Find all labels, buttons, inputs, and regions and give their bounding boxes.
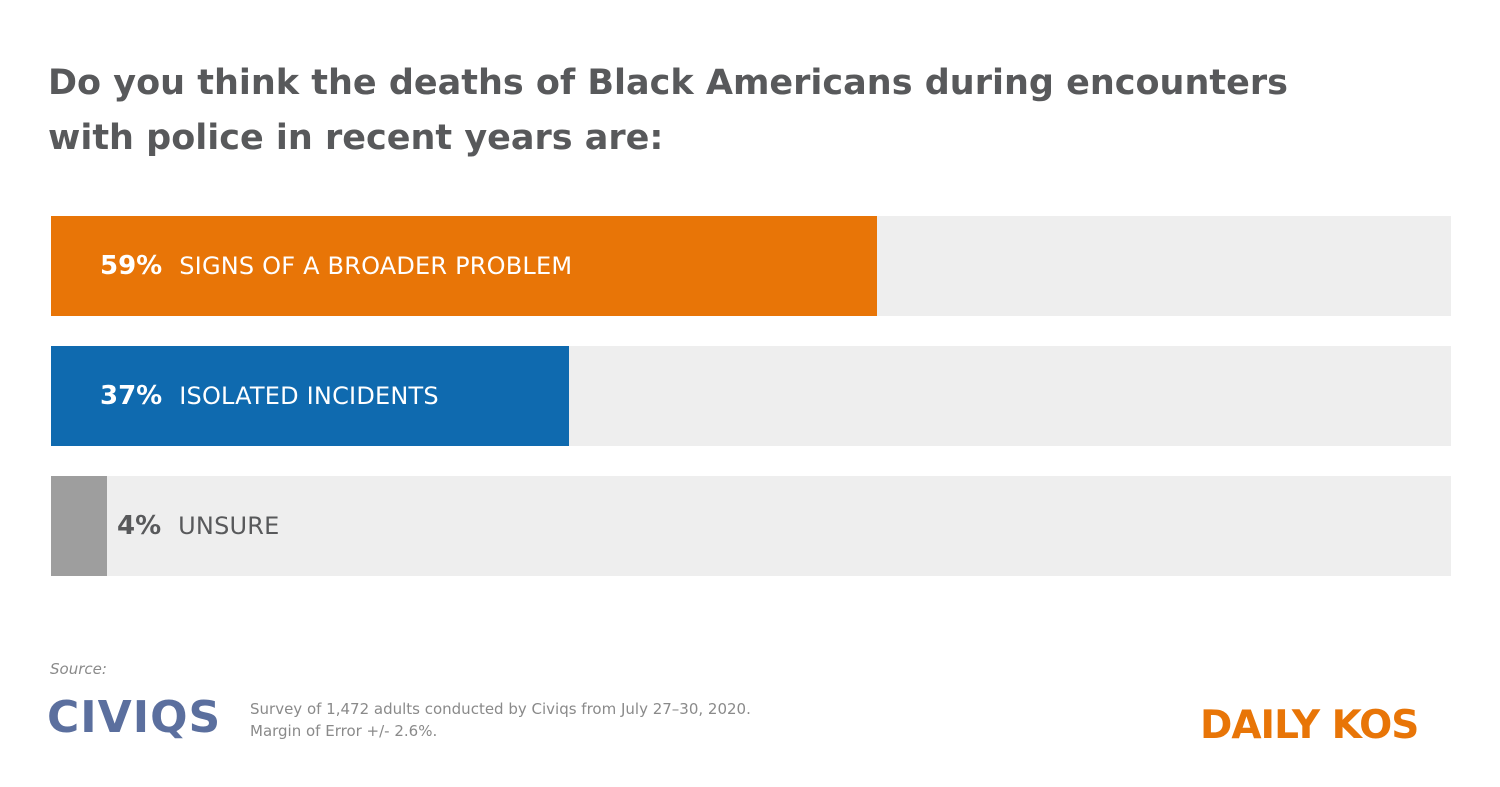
bar-row: 4% UNSURE <box>51 476 1451 576</box>
category-label: UNSURE <box>178 512 280 540</box>
bar <box>51 216 877 316</box>
bar-chart: 59% SIGNS OF A BROADER PROBLEM 37% ISOLATED… <box>51 216 1451 576</box>
value-label: 4% <box>117 511 162 541</box>
category-label: ISOLATED INCIDENTS <box>179 382 439 410</box>
bar-label: 37% ISOLATED INCIDENTS <box>100 346 439 446</box>
bar-row: 59% SIGNS OF A BROADER PROBLEM <box>51 216 1451 316</box>
value-label: 59% <box>100 251 163 281</box>
survey-note: Survey of 1,472 adults conducted by Civi… <box>250 698 751 742</box>
svg-text:CIVIQS: CIVIQS <box>47 692 221 740</box>
source-label: Source: <box>50 660 107 678</box>
bar <box>51 346 569 446</box>
bar <box>51 476 107 576</box>
chart-title: Do you think the deaths of Black America… <box>48 63 1288 158</box>
margin-of-error: Margin of Error +/- 2.6%. <box>250 722 438 740</box>
civiqs-logo: CIVIQS <box>47 692 221 740</box>
daily-kos-logo: DAILY KOS <box>1200 703 1419 744</box>
bar-label: 4% UNSURE <box>117 476 280 576</box>
survey-description: Survey of 1,472 adults conducted by Civi… <box>250 700 751 718</box>
value-label: 37% <box>100 381 163 411</box>
bar-label: 59% SIGNS OF A BROADER PROBLEM <box>100 216 572 316</box>
bar-row: 37% ISOLATED INCIDENTS <box>51 346 1451 446</box>
svg-text:DAILY KOS: DAILY KOS <box>1200 703 1418 744</box>
category-label: SIGNS OF A BROADER PROBLEM <box>179 252 573 280</box>
bar-track <box>51 476 1451 576</box>
